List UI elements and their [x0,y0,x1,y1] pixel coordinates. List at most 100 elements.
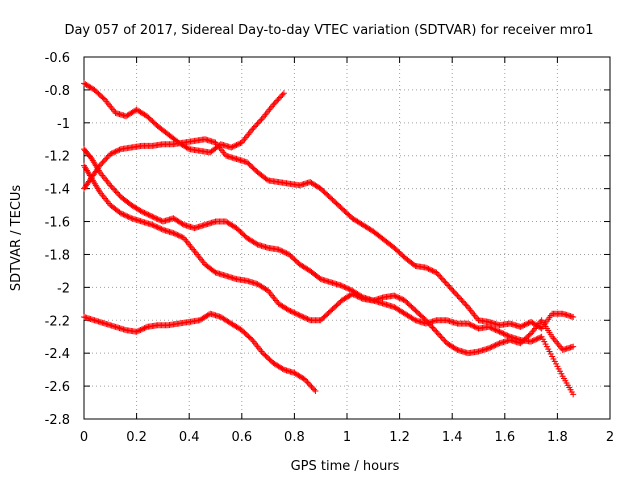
data-point-marker [488,325,495,332]
data-point-marker [464,320,471,327]
data-point-marker [305,380,312,387]
data-point-marker [411,261,418,268]
data-point-marker [138,208,145,215]
data-point-marker [300,314,307,321]
data-point-marker [254,120,261,127]
data-point-marker [113,147,120,154]
data-point-marker [279,91,286,98]
data-point-marker [397,295,404,302]
data-point-marker [102,156,109,163]
data-point-marker [422,264,429,271]
data-point-marker [392,293,399,300]
data-point-marker [535,334,542,341]
x-tick-label: 0 [80,430,88,445]
data-point-marker [307,382,314,389]
data-point-marker [144,211,151,218]
data-point-marker [486,345,493,352]
data-point-marker [232,142,239,149]
data-point-marker [436,331,443,338]
data-point-marker [341,283,348,290]
x-tick-label: 1 [343,430,351,445]
data-point-marker [148,212,155,219]
data-point-marker [282,249,289,256]
data-point-marker [278,93,285,100]
data-point-marker [150,214,157,221]
data-point-marker [134,328,141,335]
data-point-marker [141,325,148,332]
data-point-marker [174,231,181,238]
data-point-marker [430,325,437,332]
data-point-marker [570,313,577,320]
data-point-marker [290,309,297,316]
data-point-marker [517,323,524,330]
data-point-marker [447,285,454,292]
data-point-marker [463,302,470,309]
y-tick-label: -0.8 [45,84,70,99]
data-point-marker [316,275,323,282]
data-point-marker [157,225,164,232]
data-point-marker [176,233,183,240]
data-point-marker [309,385,316,392]
data-point-marker [489,325,496,332]
data-point-marker [228,144,235,151]
data-point-marker [436,272,443,279]
x-tick-label: 0.8 [284,430,305,445]
data-point-marker [486,323,493,330]
series-track-1 [81,80,287,156]
data-point-marker [487,324,494,331]
data-point-marker [429,324,436,331]
data-point-marker [495,340,502,347]
data-point-marker [279,365,286,372]
data-point-marker [524,320,531,327]
data-point-marker [141,209,148,216]
data-point-marker [424,318,431,325]
data-point-marker [470,323,477,330]
data-point-marker [275,95,282,102]
data-point-marker [157,217,164,224]
data-point-marker [171,230,178,237]
data-point-marker [453,346,460,353]
data-point-marker [357,294,364,301]
data-point-marker [455,294,462,301]
data-point-marker [426,321,433,328]
data-point-marker [353,292,360,299]
data-point-marker [253,122,260,129]
data-point-marker [438,334,445,341]
data-point-marker [421,316,428,323]
data-point-marker [526,331,533,338]
data-point-marker [488,344,495,351]
data-point-marker [133,328,140,335]
data-point-marker [570,343,577,350]
data-point-marker [301,376,308,383]
data-point-marker [393,293,400,300]
data-point-marker [342,284,349,291]
data-point-marker [288,308,295,315]
data-point-marker [120,211,127,218]
data-point-marker [570,391,577,398]
data-point-marker [286,307,293,314]
data-point-marker [112,148,119,155]
data-point-marker [304,379,311,386]
data-point-marker [530,337,537,344]
data-point-marker [491,342,498,349]
data-point-marker [491,326,498,333]
data-point-marker [250,124,257,131]
data-point-marker [432,327,439,334]
data-point-marker [251,123,258,130]
y-tick-label: -2.4 [45,347,70,362]
data-point-marker [233,142,240,149]
data-point-marker [434,330,441,337]
x-tick-label: 0.6 [231,430,252,445]
data-point-marker [291,309,298,316]
data-point-marker [140,209,147,216]
data-point-marker [295,311,302,318]
data-point-marker [443,281,450,288]
data-point-marker [391,292,398,299]
data-point-marker [399,296,406,303]
y-axis-label: SDTVAR / TECUs [9,185,24,292]
data-point-marker [146,212,153,219]
data-point-marker [492,342,499,349]
data-point-marker [155,216,162,223]
y-tick-label: -1.8 [45,248,70,263]
data-point-marker [466,321,473,328]
